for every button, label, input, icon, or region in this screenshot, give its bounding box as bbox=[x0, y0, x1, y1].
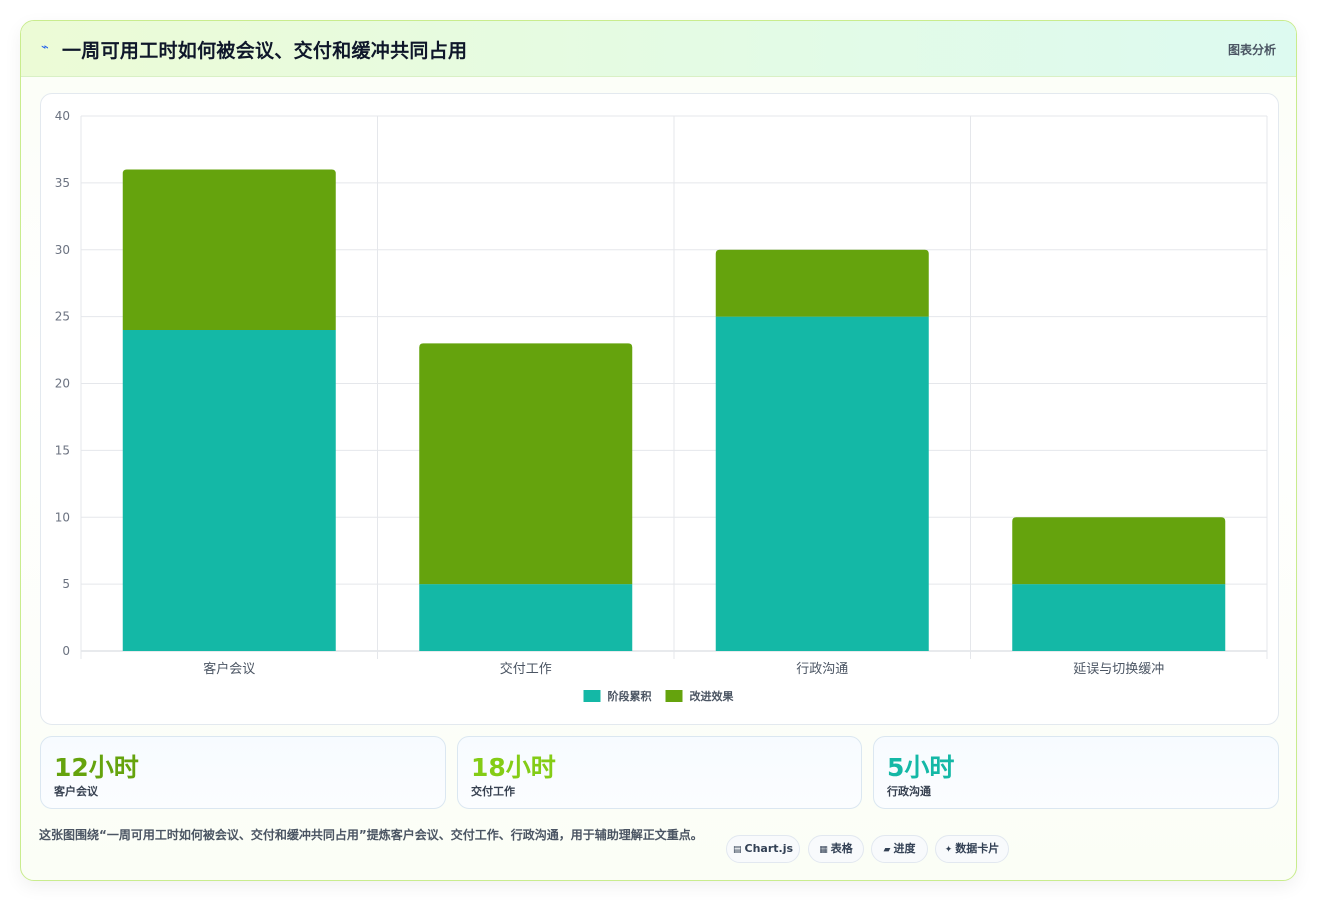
x-tick-label: 延误与切换缓冲 bbox=[1073, 662, 1164, 677]
stat-value: 18小时 bbox=[471, 753, 556, 782]
y-tick-label: 25 bbox=[55, 310, 70, 324]
pill-label: 表格 bbox=[830, 842, 853, 855]
table-icon: ▦ bbox=[819, 845, 828, 855]
y-tick-label: 35 bbox=[55, 176, 70, 190]
stat-card-admin-communication: 5小时 行政沟通 bbox=[873, 736, 1279, 809]
legend-swatch bbox=[583, 690, 601, 702]
pill-table[interactable]: ▦ 表格 bbox=[808, 835, 864, 863]
stat-value: 5小时 bbox=[887, 753, 955, 782]
stat-value: 12小时 bbox=[54, 753, 139, 782]
bar-segment bbox=[1012, 517, 1226, 585]
bar-segment bbox=[419, 343, 633, 585]
sparkle-icon: ✦ bbox=[944, 845, 953, 855]
bar-segment bbox=[122, 169, 336, 330]
pill-progress[interactable]: ▰ 进度 bbox=[871, 835, 928, 863]
pill-data-cards[interactable]: ✦ 数据卡片 bbox=[935, 835, 1009, 863]
y-tick-label: 40 bbox=[55, 109, 70, 123]
bar-segment bbox=[419, 584, 633, 651]
card-header: ⌁ 一周可用工时如何被会议、交付和缓冲共同占用 图表分析 bbox=[21, 21, 1296, 77]
stat-label: 行政沟通 bbox=[887, 785, 931, 798]
legend-swatch bbox=[665, 690, 683, 702]
y-tick-label: 20 bbox=[55, 377, 70, 391]
pill-label: 数据卡片 bbox=[955, 842, 1000, 855]
chart-card: ⌁ 一周可用工时如何被会议、交付和缓冲共同占用 图表分析 0 5 10 15 20 25 3… bbox=[20, 20, 1297, 881]
stat-label: 交付工作 bbox=[471, 785, 515, 798]
lightning-icon: ⌁ bbox=[41, 40, 49, 55]
chart-icon: ▤ bbox=[732, 845, 742, 855]
stat-card-client-meetings: 12小时 客户会议 bbox=[40, 736, 446, 809]
bar-segment bbox=[715, 249, 929, 317]
bar-segment bbox=[1012, 584, 1226, 651]
y-tick-label: 30 bbox=[55, 243, 70, 257]
stat-label: 客户会议 bbox=[54, 785, 98, 798]
legend-label: 改进效果 bbox=[690, 689, 734, 703]
y-tick-label: 5 bbox=[62, 577, 70, 591]
legend-label: 阶段累积 bbox=[608, 689, 652, 703]
bar-segment bbox=[122, 330, 336, 651]
pill-chartjs[interactable]: ▤ Chart.js bbox=[726, 835, 800, 863]
pill-label: 进度 bbox=[893, 842, 916, 855]
stat-card-delivery-work: 18小时 交付工作 bbox=[457, 736, 862, 809]
y-tick-label: 15 bbox=[55, 443, 70, 457]
chart-panel: 0 5 10 15 20 25 30 35 40 客户会议 交付工作 行政沟通 延误与切换缓冲阶段累积 改… bbox=[40, 93, 1279, 725]
bar-segment bbox=[715, 316, 929, 651]
x-tick-label: 行政沟通 bbox=[796, 662, 848, 677]
pill-label: Chart.js bbox=[744, 842, 794, 855]
chart-analysis-tag: 图表分析 bbox=[1227, 43, 1276, 57]
y-tick-label: 10 bbox=[55, 510, 70, 524]
progress-icon: ▰ bbox=[883, 845, 891, 855]
x-tick-label: 交付工作 bbox=[500, 661, 552, 677]
chart-summary: 这张图围绕“一周可用工时如何被会议、交付和缓冲共同占用”提炼客户会议、交付工作、… bbox=[39, 828, 703, 842]
chart-title: 一周可用工时如何被会议、交付和缓冲共同占用 bbox=[62, 40, 468, 62]
x-tick-label: 客户会议 bbox=[203, 661, 255, 677]
y-tick-label: 0 bbox=[62, 644, 70, 658]
